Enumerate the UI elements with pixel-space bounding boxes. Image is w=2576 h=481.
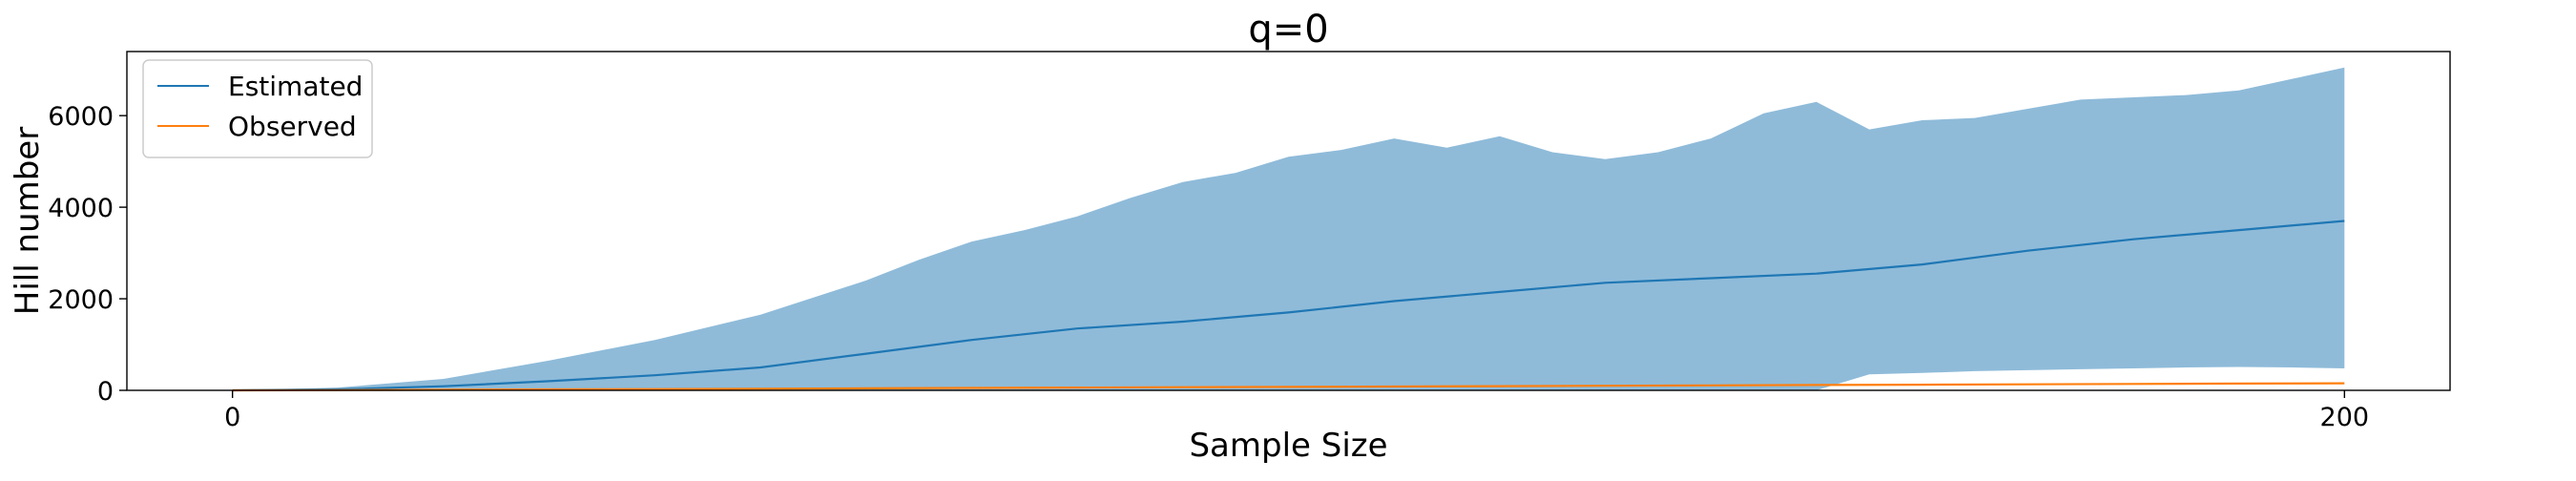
legend-label-estimated: Estimated — [228, 71, 363, 102]
chart-title: q=0 — [1248, 8, 1328, 52]
x-tick-label: 0 — [224, 403, 240, 432]
legend-box — [142, 59, 373, 158]
x-tick-label: 200 — [2320, 403, 2370, 432]
plot-frame — [126, 51, 2451, 391]
x-axis-label: Sample Size — [1189, 427, 1387, 465]
legend: Estimated Observed — [142, 59, 373, 158]
line-layer — [232, 220, 2345, 392]
y-tick-label: 2000 — [48, 285, 114, 315]
series-line-estimated — [232, 220, 2345, 392]
confidence-band-estimated — [232, 67, 2345, 391]
band-layer — [232, 67, 2345, 391]
y-tick-label: 0 — [97, 377, 114, 407]
legend-label-observed: Observed — [228, 111, 357, 142]
y-tick-label: 4000 — [48, 194, 114, 223]
y-tick-label: 6000 — [48, 102, 114, 132]
series-line-observed — [232, 382, 2345, 392]
y-axis-label: Hill number — [9, 127, 47, 315]
